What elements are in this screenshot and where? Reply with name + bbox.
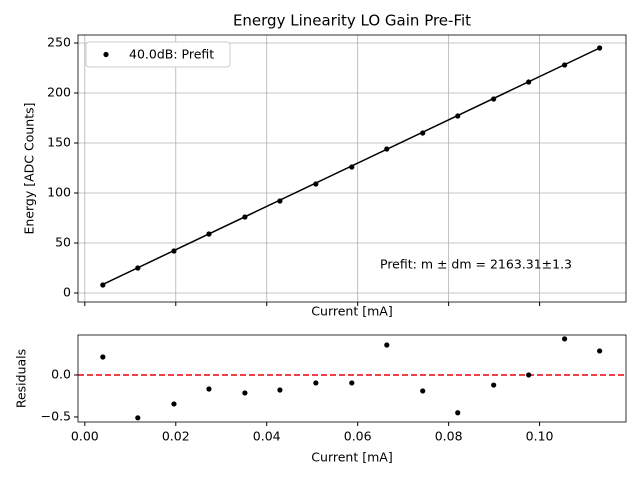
point xyxy=(313,380,319,386)
x-tick-label: 0.02 xyxy=(162,429,190,444)
point xyxy=(277,387,283,393)
point xyxy=(526,372,532,378)
point xyxy=(420,130,426,136)
legend-box xyxy=(85,41,231,68)
x-tick-label: 0.04 xyxy=(253,429,281,444)
chart-title: Energy Linearity LO Gain Pre-Fit xyxy=(233,12,471,30)
point xyxy=(597,45,603,51)
point xyxy=(206,386,212,392)
axes-frame xyxy=(77,34,627,303)
x-tick-label: 0.10 xyxy=(526,429,554,444)
y-axis-label: Energy [ADC Counts] xyxy=(22,102,37,234)
y-tick-label: 250 xyxy=(47,35,71,50)
annotation: Prefit: m ± dm = 2163.31±1.3 xyxy=(380,257,572,272)
x-tick-label: 0.00 xyxy=(71,429,99,444)
point xyxy=(455,410,461,416)
point xyxy=(384,146,390,152)
point xyxy=(526,79,532,85)
x-tick-label: 0.08 xyxy=(435,429,463,444)
point xyxy=(349,164,355,170)
y-axis-label: Residuals xyxy=(14,349,29,408)
x-axis-label: Current [mA] xyxy=(311,304,392,319)
point xyxy=(597,348,603,354)
point xyxy=(277,198,283,204)
point xyxy=(491,96,497,102)
point xyxy=(455,113,461,119)
point xyxy=(171,401,177,407)
point xyxy=(135,265,141,271)
y-tick-label: 50 xyxy=(55,235,71,250)
x-axis-label: Current [mA] xyxy=(311,450,392,465)
point xyxy=(135,415,141,421)
point xyxy=(384,342,390,348)
y-tick-label: 150 xyxy=(47,135,71,150)
point xyxy=(313,181,319,187)
point xyxy=(100,282,106,288)
legend-marker xyxy=(103,51,109,58)
axes-frame xyxy=(77,334,627,423)
point xyxy=(349,380,355,386)
legend-label: 40.0dB: Prefit xyxy=(129,47,214,62)
point xyxy=(242,390,248,396)
point xyxy=(420,388,426,394)
point xyxy=(562,336,568,342)
point xyxy=(491,382,497,388)
point xyxy=(171,248,177,254)
x-tick-label: 0.06 xyxy=(344,429,372,444)
y-tick-label: 0 xyxy=(63,285,71,300)
y-tick-label: 100 xyxy=(47,185,71,200)
point xyxy=(242,214,248,220)
point xyxy=(562,62,568,68)
y-tick-label: 200 xyxy=(47,85,71,100)
y-tick-label: −0.5 xyxy=(41,408,71,423)
y-tick-label: 0.0 xyxy=(51,366,71,381)
point xyxy=(206,231,212,237)
point xyxy=(100,354,106,360)
